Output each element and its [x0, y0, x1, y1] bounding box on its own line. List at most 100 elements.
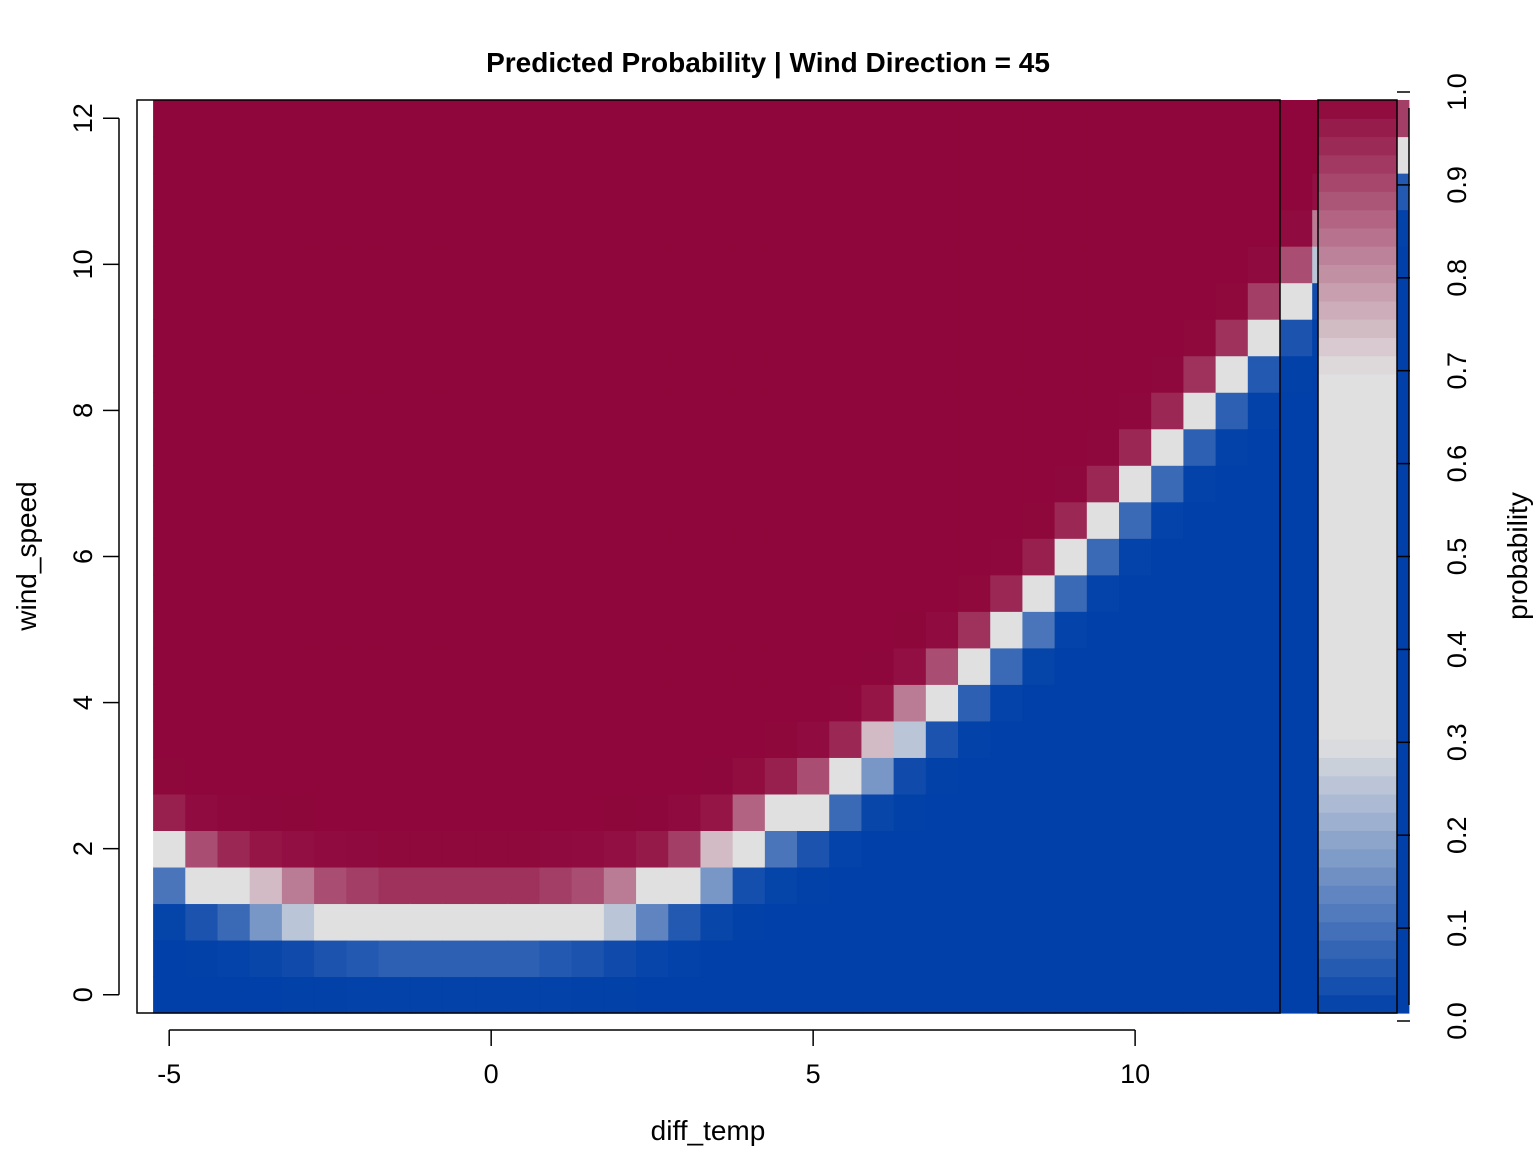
heatmap-cell	[990, 976, 1024, 1014]
heatmap-cell	[797, 757, 830, 795]
heatmap-cell	[378, 501, 412, 539]
heatmap-cell	[990, 830, 1024, 868]
heatmap-cell	[217, 757, 251, 795]
y-tick-label: 10	[68, 249, 98, 279]
heatmap-cell	[410, 209, 444, 247]
heatmap-cell	[507, 611, 541, 649]
heatmap-cell	[797, 136, 830, 174]
heatmap-cell	[217, 684, 251, 722]
heatmap-cell	[185, 976, 219, 1014]
heatmap-cell	[410, 684, 444, 722]
heatmap-cell	[603, 830, 637, 868]
heatmap-cell	[829, 282, 863, 320]
heatmap-cell	[442, 501, 476, 539]
heatmap-cell	[893, 903, 927, 941]
heatmap-cell	[539, 392, 573, 430]
heatmap-cell	[185, 392, 219, 430]
heatmap-cell	[346, 392, 380, 430]
heatmap-cell	[1022, 209, 1056, 247]
heatmap-cell	[1054, 866, 1088, 905]
heatmap-cell	[700, 538, 734, 576]
heatmap-cell	[475, 465, 508, 503]
heatmap-cell	[539, 319, 573, 357]
heatmap-cell	[797, 246, 830, 284]
heatmap-cell	[378, 684, 412, 722]
heatmap-cell	[958, 501, 991, 539]
heatmap-cell	[281, 209, 315, 247]
heatmap-cell	[990, 282, 1024, 320]
heatmap-cell	[861, 538, 895, 576]
heatmap-cell	[1022, 939, 1056, 978]
heatmap-cell	[636, 465, 669, 503]
heatmap-cell	[1183, 428, 1217, 466]
heatmap-cell	[475, 684, 508, 722]
heatmap-cell	[1247, 939, 1281, 978]
heatmap-cell	[281, 793, 315, 831]
heatmap-cell	[861, 757, 895, 795]
heatmap-cell	[442, 830, 476, 868]
heatmap-cell	[185, 793, 219, 831]
heatmap-cell	[764, 720, 798, 758]
heatmap-cell	[1151, 392, 1185, 430]
heatmap-cell	[893, 757, 927, 795]
heatmap-cell	[378, 866, 412, 905]
heatmap-cell	[281, 355, 315, 393]
heatmap-cell	[1215, 611, 1249, 649]
heatmap-cell	[1151, 939, 1185, 978]
heatmap-cell	[539, 793, 573, 831]
heatmap-cell	[797, 684, 830, 722]
heatmap-cell	[1151, 282, 1185, 320]
heatmap-cell	[1119, 939, 1152, 978]
heatmap-cell	[153, 100, 186, 138]
heatmap-cell	[1054, 939, 1088, 978]
heatmap-cell	[410, 903, 444, 941]
y-tick-label: 0	[68, 987, 98, 1002]
heatmap-cell	[442, 611, 476, 649]
heatmap-cell	[732, 647, 766, 685]
heatmap-cell	[1183, 866, 1217, 905]
heatmap-cell	[1054, 465, 1088, 503]
heatmap-cell	[507, 939, 541, 978]
heatmap-cell	[700, 173, 734, 211]
heatmap-cell	[700, 136, 734, 174]
legend-color-band	[1318, 720, 1397, 740]
heatmap-cell	[700, 793, 734, 831]
heatmap-cell	[442, 173, 476, 211]
heatmap-cell	[442, 136, 476, 174]
heatmap-cell	[958, 647, 991, 685]
heatmap-cell	[249, 319, 283, 357]
heatmap-cell	[1183, 355, 1217, 393]
heatmap-cell	[217, 209, 251, 247]
heatmap-cell	[281, 720, 315, 758]
legend-color-band	[1318, 702, 1397, 722]
heatmap-cell	[1151, 136, 1185, 174]
heatmap-cell	[185, 720, 219, 758]
heatmap-cell	[636, 939, 669, 978]
heatmap-cell	[1086, 465, 1120, 503]
heatmap-cell	[1119, 355, 1152, 393]
heatmap-cell	[1086, 866, 1120, 905]
heatmap-cell	[410, 720, 444, 758]
chart-title: Predicted Probability | Wind Direction =…	[486, 47, 1050, 78]
heatmap-cell	[893, 246, 927, 284]
heatmap-cell	[829, 976, 863, 1014]
heatmap-cell	[732, 136, 766, 174]
heatmap-cell	[153, 939, 186, 978]
heatmap-cell	[603, 939, 637, 978]
heatmap-cell	[636, 136, 669, 174]
heatmap-cell	[990, 465, 1024, 503]
heatmap-cell	[314, 538, 347, 576]
heatmap-cell	[668, 136, 702, 174]
heatmap-cell	[346, 501, 380, 539]
heatmap-cell	[636, 209, 669, 247]
heatmap-cell	[507, 136, 541, 174]
heatmap-cell	[217, 282, 251, 320]
heatmap-cell	[829, 793, 863, 831]
heatmap-cell	[1119, 611, 1152, 649]
heatmap-cell	[893, 100, 927, 138]
heatmap-cell	[764, 355, 798, 393]
heatmap-cell	[346, 246, 380, 284]
heatmap-cell	[1054, 136, 1088, 174]
legend-color-band	[1318, 647, 1397, 667]
